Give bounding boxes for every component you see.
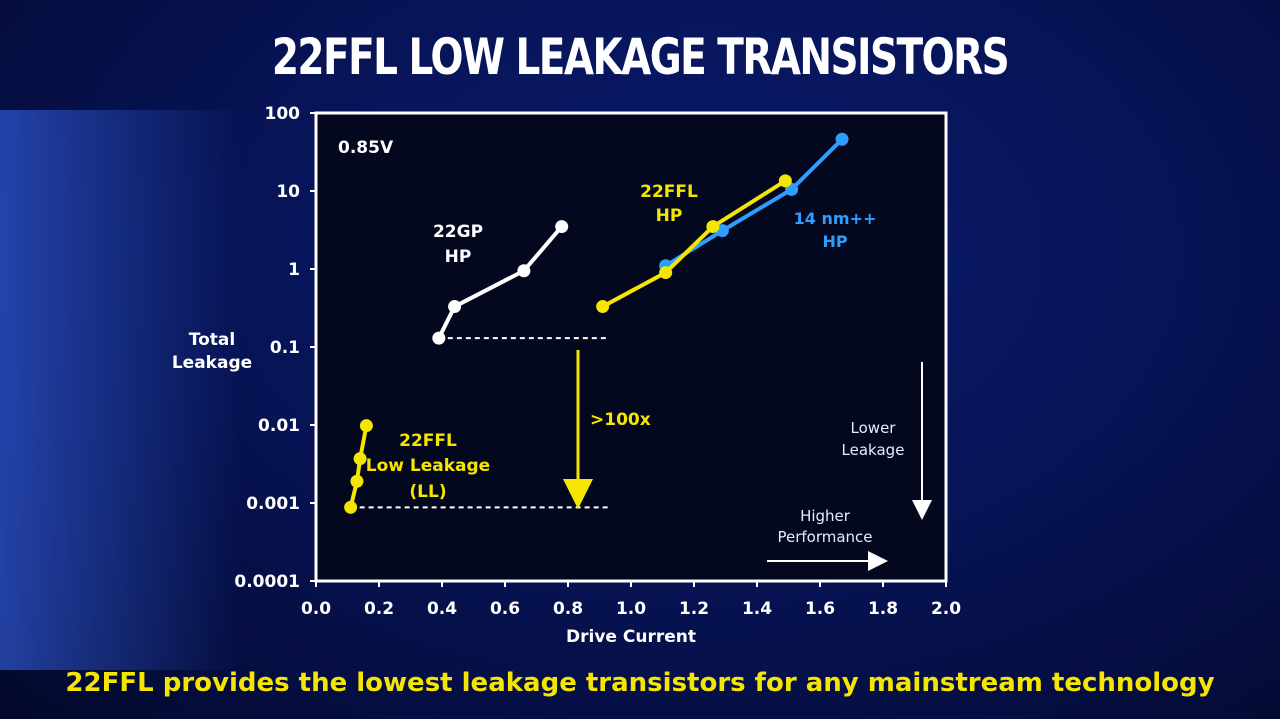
nm14-label-line1: 14 nm++ [794, 209, 877, 228]
y-tick-label: 100 [265, 104, 301, 124]
x-tick-label: 0.8 [553, 599, 583, 619]
y-axis-label-line1: Total [189, 330, 235, 350]
gp-label-line2: HP [445, 247, 472, 267]
ll-label-line1: 22FFL [399, 431, 457, 451]
higher-performance-line2: Performance [777, 528, 872, 546]
slide-title: 22FFL LOW LEAKAGE TRANSISTORS [271, 28, 1010, 86]
x-tick-label: 1.2 [679, 599, 709, 619]
ffl-hp-label-line1: 22FFL [640, 182, 698, 202]
plot-area [314, 111, 948, 583]
nm14-label-line2: HP [822, 232, 847, 251]
x-tick-label: 1.8 [868, 599, 898, 619]
ll-label-line2: Low Leakage [366, 456, 490, 476]
x-tick-label: 0.0 [301, 599, 331, 619]
series-line-nm14 [663, 137, 845, 268]
data-point-nm14 [835, 132, 849, 146]
y-tick-label: 1 [288, 260, 300, 280]
data-point-ffl_hp [778, 174, 792, 188]
y-axis-label-line2: Leakage [172, 353, 252, 373]
x-axis-label: Drive Current [566, 627, 696, 647]
x-tick-label: 1.0 [616, 599, 646, 619]
y-tick-label: 0.001 [246, 494, 300, 514]
x-tick-label: 0.2 [364, 599, 394, 619]
lower-leakage-line1: Lower [851, 419, 897, 437]
data-point-ffl_ll [350, 474, 364, 488]
ll-label-line3: (LL) [409, 482, 446, 502]
ratio-label: >100x [590, 410, 651, 430]
y-tick-label: 0.1 [270, 338, 300, 358]
y-tick-label: 0.0001 [234, 572, 300, 592]
data-point-ffl_ll [353, 452, 367, 466]
series-line-ffl_hp [600, 178, 788, 309]
x-tick-label: 0.4 [427, 599, 457, 619]
data-point-ffl_hp [659, 266, 673, 280]
slide-caption: 22FFL provides the lowest leakage transi… [65, 668, 1215, 698]
data-point-ffl_hp [596, 300, 610, 314]
x-tick-label: 1.4 [742, 599, 772, 619]
voltage-label: 0.85V [338, 138, 394, 158]
lower-leakage-line2: Leakage [842, 441, 905, 459]
gp-label-line1: 22GP [433, 222, 483, 242]
data-point-gp [517, 264, 531, 278]
ffl-hp-label-line2: HP [656, 206, 683, 226]
data-point-gp [555, 220, 569, 234]
series-line-ffl_ll [348, 423, 369, 510]
x-tick-label: 1.6 [805, 599, 835, 619]
data-point-ffl_ll [344, 500, 358, 514]
data-point-gp [448, 300, 462, 314]
series-line-gp [436, 224, 564, 341]
data-point-ffl_hp [706, 220, 720, 234]
x-tick-label: 2.0 [931, 599, 961, 619]
data-point-gp [432, 331, 446, 345]
y-tick-label: 0.01 [258, 416, 300, 436]
x-tick-label: 0.6 [490, 599, 520, 619]
higher-performance-line1: Higher [800, 507, 851, 525]
y-tick-label: 10 [276, 182, 300, 202]
data-point-ffl_ll [359, 419, 373, 433]
